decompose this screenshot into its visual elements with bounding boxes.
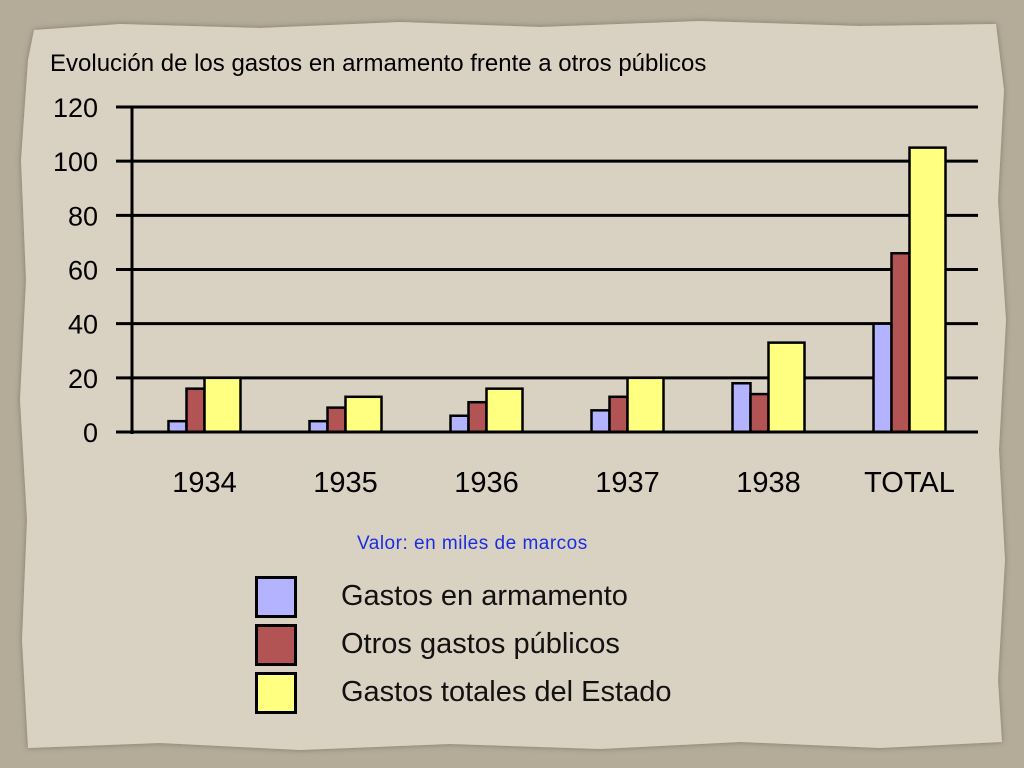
bar bbox=[167, 419, 188, 434]
bar bbox=[767, 341, 806, 434]
bar bbox=[626, 376, 665, 434]
bar bbox=[590, 409, 611, 434]
y-tick-label: 120 bbox=[53, 93, 98, 123]
bar bbox=[731, 382, 752, 434]
y-tick-label: 100 bbox=[53, 147, 98, 177]
bar bbox=[203, 376, 242, 434]
legend-label: Gastos totales del Estado bbox=[341, 676, 672, 708]
bar bbox=[467, 400, 488, 434]
bar bbox=[308, 419, 329, 434]
chart-title: Evolución de los gastos en armamento fre… bbox=[50, 50, 707, 77]
y-tick-label: 40 bbox=[68, 310, 98, 340]
legend-swatch bbox=[255, 576, 297, 618]
legend-swatch bbox=[255, 672, 297, 714]
bar bbox=[449, 414, 470, 434]
x-tick-label: 1935 bbox=[313, 467, 378, 499]
y-tick-label: 0 bbox=[83, 418, 98, 448]
bar bbox=[872, 322, 893, 434]
legend-label: Otros gastos públicos bbox=[341, 628, 620, 660]
bar bbox=[608, 395, 629, 434]
bar bbox=[326, 406, 347, 434]
bar bbox=[908, 146, 947, 434]
legend-swatch bbox=[255, 624, 297, 666]
legend-label: Gastos en armamento bbox=[341, 580, 628, 612]
y-tick-label: 80 bbox=[68, 201, 98, 231]
x-tick-label: TOTAL bbox=[864, 467, 955, 499]
x-tick-label: 1934 bbox=[172, 467, 237, 499]
bar bbox=[485, 387, 524, 434]
bar bbox=[344, 395, 383, 434]
bar bbox=[185, 387, 206, 434]
units-caption: Valor: en miles de marcos bbox=[357, 533, 588, 554]
x-tick-label: 1937 bbox=[595, 467, 660, 499]
bar bbox=[890, 252, 911, 434]
y-tick-label: 60 bbox=[68, 256, 98, 286]
bar bbox=[749, 392, 770, 434]
x-tick-label: 1938 bbox=[736, 467, 801, 499]
y-tick-label: 20 bbox=[68, 364, 98, 394]
x-tick-label: 1936 bbox=[454, 467, 519, 499]
